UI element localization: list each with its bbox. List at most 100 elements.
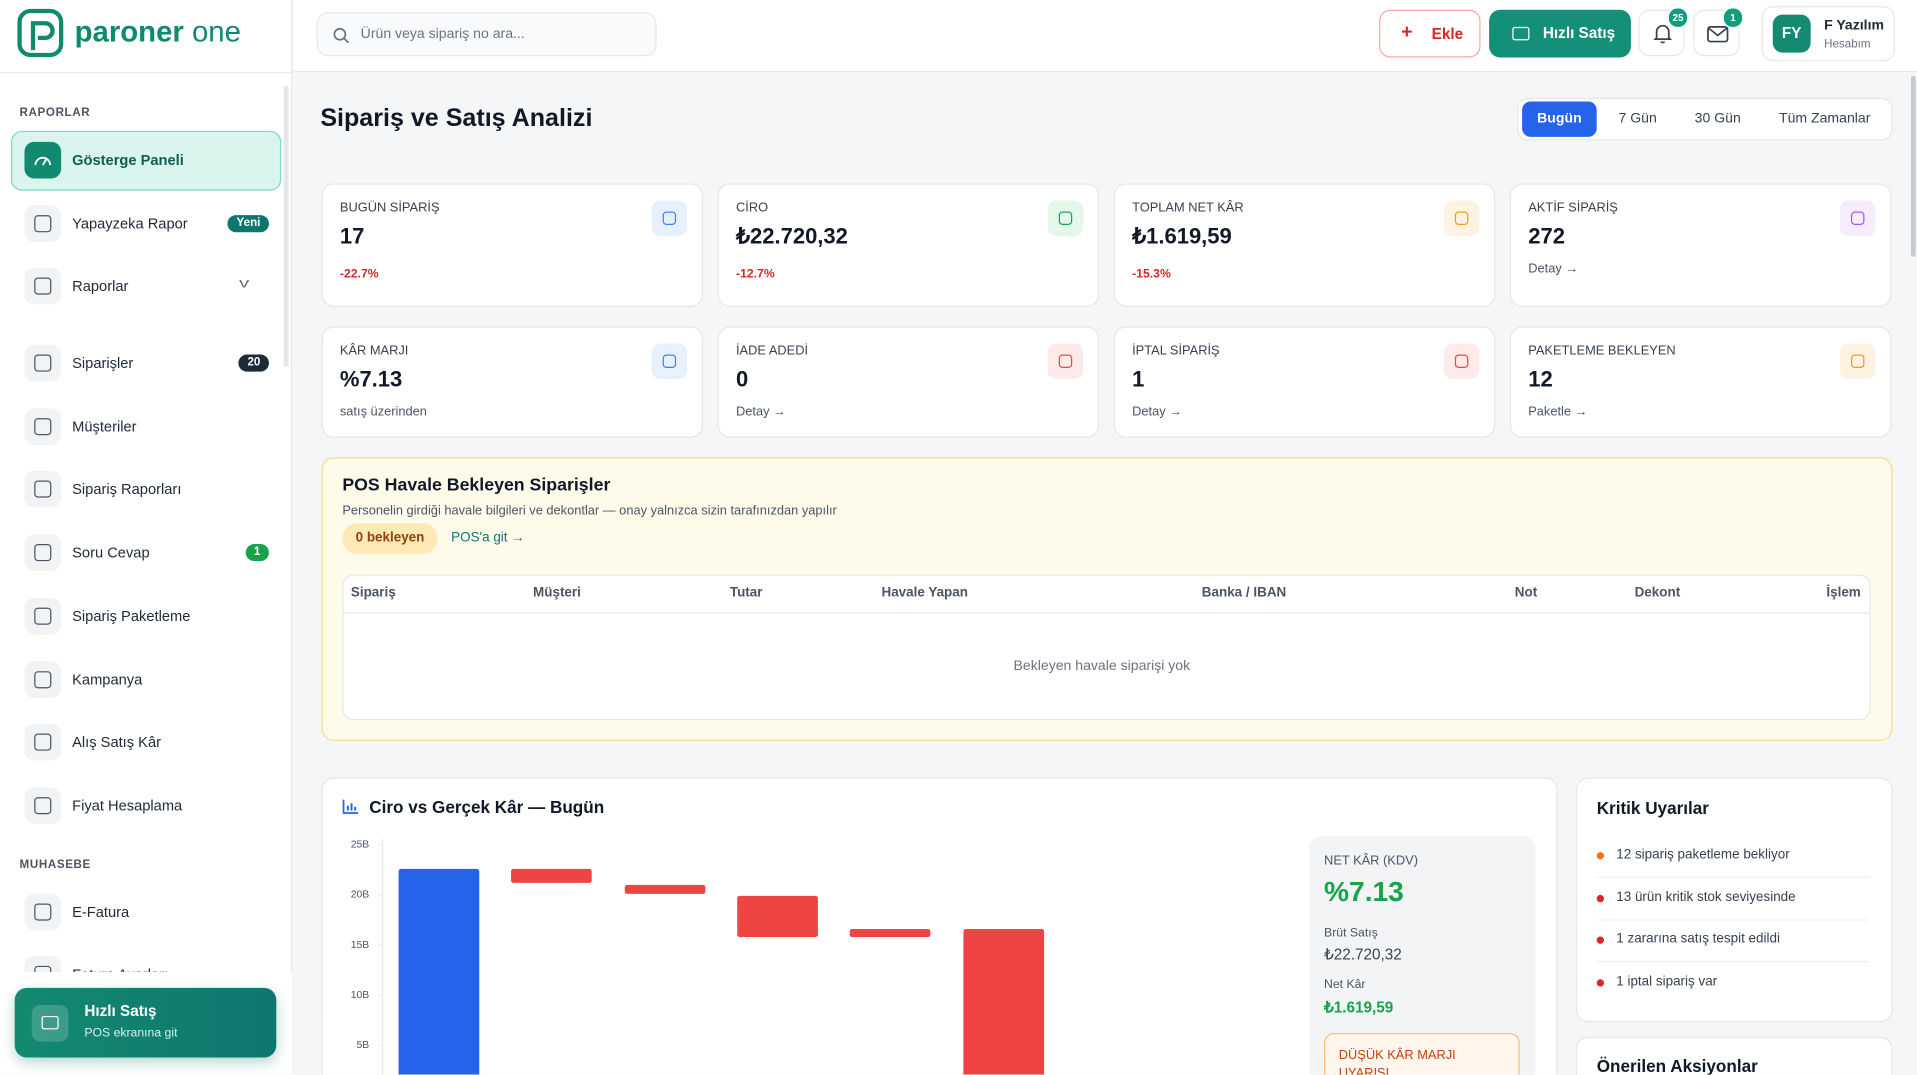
quick-sale-icon — [31, 1004, 69, 1042]
range-tab[interactable]: 30 Gün — [1694, 111, 1741, 126]
summary-label: NET KÂR (KDV) — [1324, 853, 1418, 869]
y-tick-label: 20B — [351, 890, 370, 901]
stat-card — [717, 183, 1100, 307]
stat-label: CİRO — [735, 200, 769, 216]
search-placeholder: Ürün veya sipariş no ara... — [360, 26, 525, 42]
nav-label[interactable]: Sipariş Paketleme — [72, 607, 191, 625]
stat-label: PAKETLEME BEKLEYEN — [1528, 343, 1676, 359]
nav-icon — [24, 597, 62, 635]
chart-icon — [342, 799, 359, 814]
icon-glyph — [1058, 211, 1073, 225]
stat-icon — [651, 343, 688, 379]
stat-link[interactable]: Paketle → — [1528, 404, 1588, 420]
quick-sale-card[interactable]: Hızlı Satış POS ekranına git — [14, 987, 277, 1058]
stat-card — [321, 326, 703, 438]
nav-icon — [24, 205, 62, 243]
nav-badge: 1 — [245, 544, 269, 562]
range-tab[interactable]: Bugün — [1522, 101, 1597, 137]
quick-sale-button[interactable]: Hızlı Satış — [1489, 9, 1631, 58]
user-avatar: FY — [1772, 14, 1811, 53]
search-box[interactable]: Ürün veya sipariş no ara... — [316, 12, 657, 57]
stat-icon — [1443, 200, 1480, 236]
bar — [398, 868, 480, 1075]
stat-value: 17 — [339, 223, 365, 249]
stat-value: 0 — [735, 366, 749, 392]
icon-glyph — [1454, 354, 1469, 368]
net-value: ₺1.619,59 — [1324, 998, 1394, 1016]
nav-icon — [24, 723, 62, 761]
nav-label[interactable]: Kampanya — [72, 671, 143, 689]
quick-sale-label: Hızlı Satış — [1542, 24, 1616, 42]
nav-badge: Yeni — [227, 215, 269, 233]
y-tick-label: 25B — [351, 840, 370, 851]
nav-label[interactable]: Müşteriler — [72, 418, 137, 436]
column-header: Banka / IBAN — [1201, 585, 1287, 601]
nav-icon — [24, 534, 62, 571]
stat-card — [321, 183, 703, 307]
quick-sale-title: Hızlı Satış — [84, 1002, 157, 1020]
nav-badge: 20 — [238, 354, 269, 372]
stat-icon — [1443, 343, 1480, 379]
column-header: Not — [1514, 585, 1538, 601]
column-header: Dekont — [1634, 585, 1681, 601]
alert-dot — [1596, 978, 1605, 987]
nav-label[interactable]: Fiyat Hesaplama — [72, 797, 183, 815]
icon-glyph — [1454, 211, 1469, 225]
user-account: Hesabım — [1824, 37, 1871, 52]
stat-card — [1509, 326, 1892, 438]
bar — [511, 868, 592, 883]
nav-label[interactable]: Gösterge Paneli — [72, 151, 184, 169]
user-menu[interactable]: FY F Yazılım Hesabım — [1761, 6, 1895, 62]
gross-value: ₺22.720,32 — [1324, 946, 1402, 964]
section-title: RAPORLAR — [19, 106, 91, 120]
stat-label: AKTİF SİPARİŞ — [1528, 200, 1618, 216]
range-tab[interactable]: 7 Gün — [1618, 111, 1657, 126]
warning-box: DÜŞÜK KÂR MARJI UYARISI — [1324, 1033, 1520, 1075]
logo-brand: paroner — [74, 15, 184, 49]
nav-label[interactable]: Sipariş Raporları — [72, 480, 182, 498]
stat-link[interactable]: Detay → — [735, 404, 786, 420]
stat-link[interactable]: Detay → — [1132, 404, 1183, 420]
alert-dot — [1596, 936, 1605, 944]
stat-card — [1509, 183, 1892, 307]
pos-table — [342, 574, 1871, 721]
nav-label[interactable]: Soru Cevap — [72, 544, 150, 562]
stat-icon — [1047, 200, 1084, 236]
stat-delta: -15.3% — [1132, 267, 1171, 282]
page-scrollbar — [1910, 75, 1916, 257]
stat-delta: -12.7% — [735, 267, 775, 282]
stat-link[interactable]: Detay → — [1528, 261, 1579, 277]
stat-card — [1113, 183, 1496, 307]
logo-suffix: one — [191, 15, 241, 49]
pos-title: POS Havale Bekleyen Siparişler — [342, 475, 611, 496]
bar — [849, 929, 931, 938]
y-tick-label: 5B — [357, 1040, 370, 1051]
plus-icon: + — [1401, 22, 1413, 43]
nav-label[interactable]: Yapayzeka Rapor — [72, 215, 188, 233]
stat-value: ₺22.720,32 — [735, 223, 848, 249]
column-header: İşlem — [1826, 585, 1861, 601]
sidebar-scrollbar — [283, 85, 289, 367]
page-title: Sipariş ve Satış Analizi — [320, 103, 593, 133]
nav-label[interactable]: E-Fatura — [72, 903, 130, 921]
icon-glyph — [662, 354, 677, 368]
nav-label[interactable]: Raporlar — [72, 277, 129, 295]
nav-icon — [24, 344, 62, 382]
nav-label[interactable]: Siparişler — [72, 354, 134, 372]
mail-icon — [1707, 26, 1729, 43]
alert-text: 12 sipariş paketleme bekliyor — [1616, 847, 1790, 862]
pos-link[interactable]: POS'a git → — [451, 530, 525, 546]
stat-icon — [651, 200, 688, 236]
add-button[interactable]: + Ekle — [1379, 9, 1481, 58]
pending-pill: 0 bekleyen — [342, 523, 438, 554]
stat-label: KÂR MARJI — [339, 343, 409, 359]
range-tab[interactable]: Tüm Zamanlar — [1778, 111, 1871, 126]
nav-label[interactable]: Alış Satış Kâr — [72, 733, 162, 751]
alerts-card — [1575, 777, 1893, 1023]
alert-divider — [1596, 876, 1870, 878]
table-empty: Bekleyen havale siparişi yok — [1013, 658, 1191, 674]
stat-label: İADE ADEDİ — [735, 343, 809, 359]
card-glyph — [1512, 26, 1530, 41]
bar — [963, 929, 1045, 1075]
